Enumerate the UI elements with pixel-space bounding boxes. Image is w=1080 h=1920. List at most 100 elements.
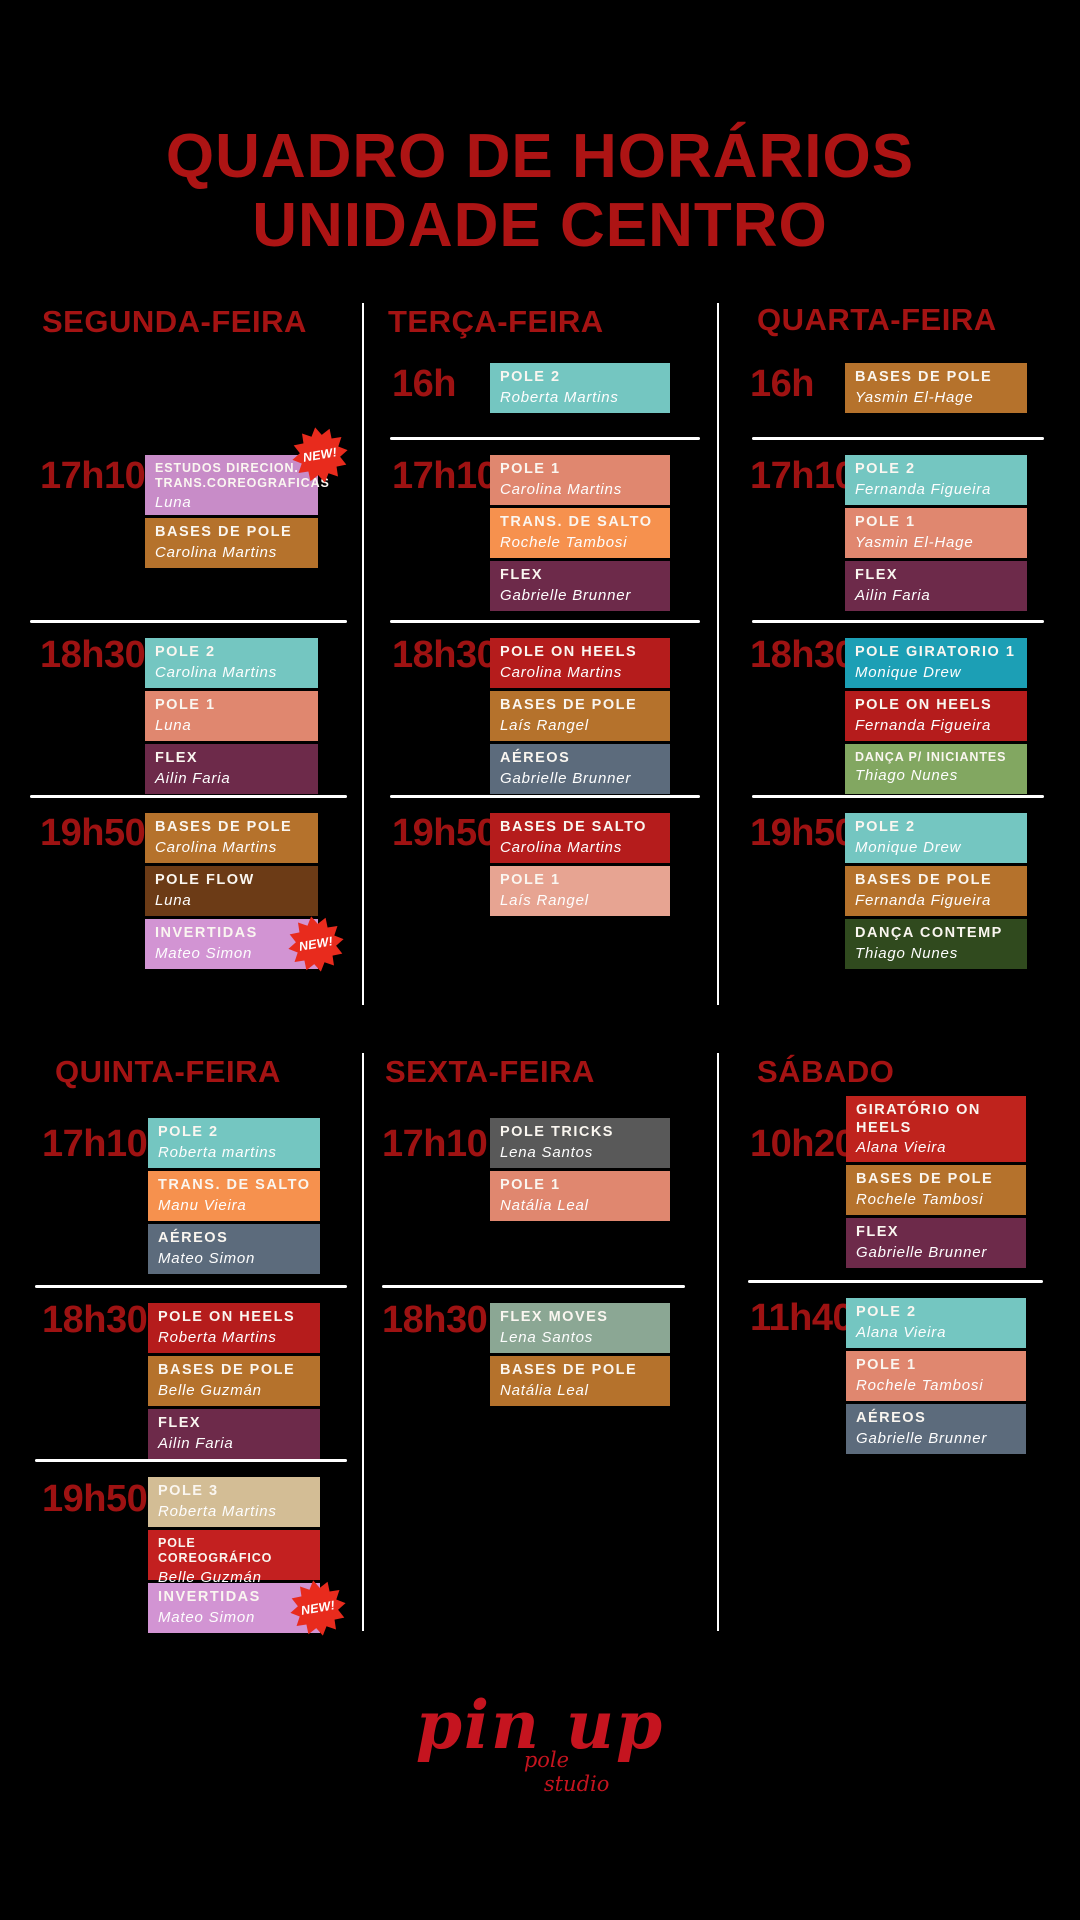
slot-blocks-16h: BASES DE POLE Yasmin El-Hage [845, 363, 1027, 413]
instructor-name: Fernanda Figueira [855, 891, 992, 909]
class-block-pole-1: POLE 1 Carolina Martins [490, 455, 670, 505]
time-label-18h30: 18h30 [42, 1299, 148, 1341]
class-block-pole-1: POLE 1 Rochele Tambosi [846, 1351, 1026, 1401]
time-label-17h10: 17h10 [42, 1123, 148, 1165]
slot-separator [30, 795, 347, 798]
class-title: BASES DE POLE [855, 369, 993, 385]
class-title: POLE 1 [500, 461, 561, 477]
day-header-segunda-feira: SEGUNDA-FEIRA [42, 304, 307, 339]
instructor-name: Mateo Simon [158, 1249, 256, 1267]
instructor-name: Roberta martins [158, 1143, 277, 1161]
class-block-flex: FLEX Ailin Faria [145, 744, 318, 794]
instructor-name: Luna [155, 716, 192, 734]
time-label-18h30: 18h30 [382, 1299, 488, 1341]
slot-separator [752, 795, 1044, 798]
class-title: BASES DE POLE [155, 819, 293, 835]
instructor-name: Luna [155, 493, 192, 511]
studio-logo-sub1: pole [523, 1748, 570, 1772]
slot-blocks-17h10: POLE 1 Carolina Martins TRANS. DE SALTO Roc… [490, 455, 670, 611]
class-title: POLE 3 [158, 1483, 219, 1499]
slot-blocks-16h: POLE 2 Roberta Martins [490, 363, 670, 413]
slot-separator [748, 1280, 1043, 1283]
instructor-name: Gabrielle Brunner [500, 586, 632, 604]
class-block-pole-1: POLE 1 Laís Rangel [490, 866, 670, 916]
slot-blocks-11h40: POLE 2 Alana Vieira POLE 1 Rochele Tambosi A… [846, 1298, 1026, 1454]
class-title: POLE 2 [158, 1124, 219, 1140]
class-title: DANÇA P/ INICIANTES [855, 750, 1007, 764]
instructor-name: Laís Rangel [500, 891, 589, 909]
class-title: POLE COREOGRÁFICO [158, 1536, 273, 1566]
slot-blocks-19h50: POLE 2 Monique Drew BASES DE POLE Fernanda … [845, 813, 1027, 969]
poster-title: QUADRO DE HORÁRIOS UNIDADE CENTRO [0, 122, 1080, 261]
class-block-flex: FLEX Gabrielle Brunner [490, 561, 670, 611]
time-label-16h: 16h [392, 363, 456, 405]
instructor-name: Alana Vieira [856, 1323, 947, 1341]
instructor-name: Yasmin El-Hage [855, 533, 974, 551]
studio-logo-name: pin up [415, 1686, 665, 1764]
instructor-name: Yasmin El-Hage [855, 388, 974, 406]
class-block-pole-2: POLE 2 Fernanda Figueira [845, 455, 1027, 505]
class-block-aereos: AÉREOS Gabrielle Brunner [846, 1404, 1026, 1454]
class-title: FLEX [856, 1224, 900, 1240]
instructor-name: Fernanda Figueira [855, 716, 992, 734]
class-title: BASES DE POLE [856, 1171, 994, 1187]
class-block-invertidas: INVERTIDAS Mateo Simon NEW! [148, 1583, 320, 1633]
instructor-name: Monique Drew [855, 838, 962, 856]
class-title: POLE 2 [855, 819, 916, 835]
class-block-aereos: AÉREOS Mateo Simon [148, 1224, 320, 1274]
instructor-name: Luna [155, 891, 192, 909]
class-title: GIRATÓRIO ON HEELS [856, 1102, 981, 1136]
slot-blocks-17h10: POLE TRICKS Lena Santos POLE 1 Natália Leal [490, 1118, 670, 1221]
class-title: BASES DE POLE [158, 1362, 296, 1378]
instructor-name: Carolina Martins [155, 543, 278, 561]
slot-blocks-18h30: POLE 2 Carolina Martins POLE 1 Luna FLEX Aili… [145, 638, 318, 794]
instructor-name: Rochele Tambosi [856, 1190, 984, 1208]
class-title: AÉREOS [856, 1410, 927, 1426]
instructor-name: Monique Drew [855, 663, 962, 681]
instructor-name: Lena Santos [500, 1328, 594, 1346]
class-block-pole-1: POLE 1 Yasmin El-Hage [845, 508, 1027, 558]
instructor-name: Carolina Martins [155, 663, 278, 681]
slot-blocks-18h30: POLE ON HEELS Carolina Martins BASES DE PO… [490, 638, 670, 794]
time-label-19h50: 19h50 [392, 812, 498, 854]
class-block-pole-1: POLE 1 Natália Leal [490, 1171, 670, 1221]
class-block-pole-on-heels: POLE ON HEELS Carolina Martins [490, 638, 670, 688]
class-block-flex-moves: FLEX MOVES Lena Santos [490, 1303, 670, 1353]
column-divider-3 [362, 1053, 364, 1631]
time-label-17h10: 17h10 [392, 455, 498, 497]
class-title: POLE ON HEELS [500, 644, 638, 660]
class-block-bases-de-pole: BASES DE POLE Belle Guzmán [148, 1356, 320, 1406]
class-title: INVERTIDAS [155, 925, 258, 941]
slot-separator [390, 437, 700, 440]
studio-logo-sub2: studio [543, 1772, 610, 1797]
class-block-pole-3: POLE 3 Roberta Martins [148, 1477, 320, 1527]
class-title: BASES DE SALTO [500, 819, 647, 835]
class-title: POLE 1 [500, 1177, 561, 1193]
time-label-18h30: 18h30 [40, 634, 146, 676]
class-title: AÉREOS [500, 750, 571, 766]
day-header-quinta-feira: QUINTA-FEIRA [55, 1054, 281, 1089]
slot-blocks-17h10: POLE 2 Fernanda Figueira POLE 1 Yasmin El-H… [845, 455, 1027, 611]
class-title: BASES DE POLE [855, 872, 993, 888]
class-title: POLE FLOW [155, 872, 255, 888]
time-label-11h40: 11h40 [750, 1297, 854, 1339]
day-header-sabado: SÁBADO [757, 1054, 895, 1089]
instructor-name: Thiago Nunes [855, 944, 958, 962]
day-header-terca-feira: TERÇA-FEIRA [388, 304, 604, 339]
class-block-bases-de-salto: BASES DE SALTO Carolina Martins [490, 813, 670, 863]
class-block-flex: FLEX Ailin Faria [845, 561, 1027, 611]
slot-separator [35, 1459, 347, 1462]
instructor-name: Mateo Simon [155, 944, 253, 962]
instructor-name: Natália Leal [500, 1196, 589, 1214]
class-block-bases-de-pole: BASES DE POLE Laís Rangel [490, 691, 670, 741]
class-block-pole-on-heels: POLE ON HEELS Roberta Martins [148, 1303, 320, 1353]
time-label-18h30: 18h30 [750, 634, 856, 676]
class-title: POLE 1 [856, 1357, 917, 1373]
instructor-name: Rochele Tambosi [856, 1376, 984, 1394]
slot-separator [382, 1285, 685, 1288]
class-block-pole-2: POLE 2 Roberta Martins [490, 363, 670, 413]
time-label-19h50: 19h50 [42, 1478, 148, 1520]
class-block-flex: FLEX Gabrielle Brunner [846, 1218, 1026, 1268]
poster-title-line1: QUADRO DE HORÁRIOS [165, 122, 915, 191]
